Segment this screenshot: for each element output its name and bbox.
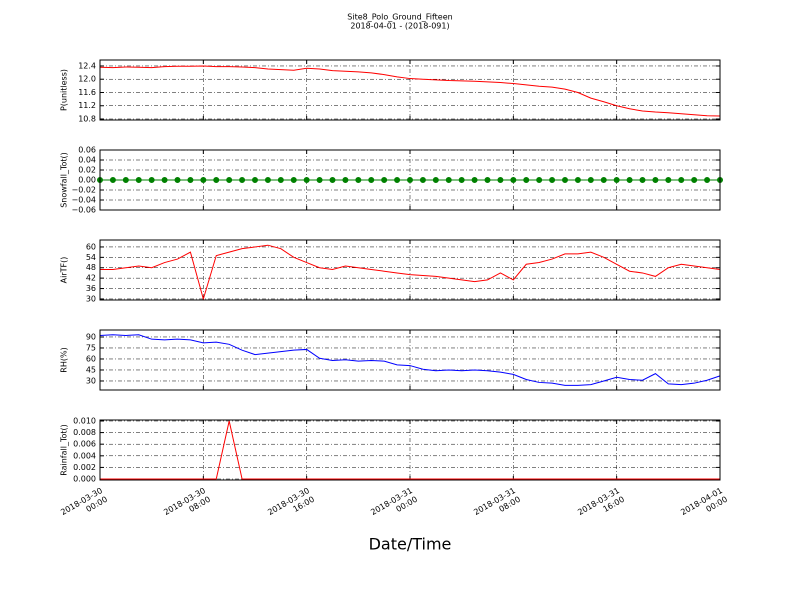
data-point — [652, 177, 659, 183]
y-tick-label: 30 — [86, 376, 96, 385]
data-point — [523, 177, 530, 183]
data-point — [536, 177, 543, 183]
y-tick-label: 75 — [86, 343, 96, 352]
y-tick-label: 60 — [86, 242, 96, 251]
y-tick-label: 0.04 — [78, 156, 96, 165]
y-axis-label: AirTF() — [60, 257, 69, 284]
data-point — [394, 177, 401, 183]
data-point — [148, 177, 155, 183]
data-point — [342, 177, 349, 183]
data-point — [600, 177, 607, 183]
data-point — [355, 177, 362, 183]
axes-frame — [99, 149, 721, 211]
chart-title: Site8_Polo_Ground_Fifteen — [347, 13, 452, 22]
data-point — [484, 177, 491, 183]
y-tick-label: 12.0 — [78, 75, 96, 84]
data-point — [639, 177, 646, 183]
y-axis-label: Rainfall_Tot() — [60, 424, 69, 476]
y-tick-label: 11.6 — [78, 88, 96, 97]
data-point — [187, 177, 194, 183]
y-tick-label: 60 — [86, 354, 96, 363]
data-point — [626, 177, 633, 183]
chart-subtitle: 2018-04-01 - (2018-091) — [350, 22, 449, 31]
y-axis-label: P(unitless) — [60, 69, 69, 111]
axes-frame — [99, 329, 721, 391]
y-tick-label: 54 — [86, 253, 96, 262]
data-point — [549, 177, 556, 183]
y-tick-label: 0.02 — [78, 166, 96, 175]
y-axis-label: Snowfall_Tot() — [60, 152, 69, 208]
x-axis-label: Date/Time — [369, 535, 452, 554]
data-point — [471, 177, 478, 183]
data-point — [613, 177, 620, 183]
data-point — [458, 177, 465, 183]
data-point — [303, 177, 310, 183]
data-point — [432, 177, 439, 183]
y-tick-label: 42 — [86, 274, 96, 283]
y-tick-label: 12.4 — [78, 61, 96, 70]
data-point — [200, 177, 207, 183]
y-tick-label: 36 — [86, 284, 96, 293]
data-point — [665, 177, 672, 183]
data-point — [226, 177, 233, 183]
y-tick-label: 48 — [86, 263, 96, 272]
y-tick-label: 0.004 — [73, 451, 96, 460]
data-line — [100, 420, 720, 480]
data-point — [135, 177, 142, 183]
data-point — [562, 177, 568, 183]
y-tick-label: 0.06 — [78, 146, 96, 155]
y-axis-label: RH(%) — [60, 347, 69, 372]
y-tick-label: 45 — [86, 365, 96, 374]
data-point — [161, 177, 168, 183]
data-point — [704, 177, 711, 183]
y-tick-label: −0.02 — [71, 186, 96, 195]
data-point — [290, 177, 297, 183]
y-tick-label: 0.006 — [73, 440, 96, 449]
data-point — [252, 177, 258, 183]
data-point — [587, 177, 594, 183]
data-point — [239, 177, 246, 183]
data-point — [574, 177, 581, 183]
data-point — [497, 177, 504, 183]
data-point — [174, 177, 181, 183]
y-tick-label: −0.06 — [71, 206, 96, 215]
data-point — [407, 177, 413, 183]
data-point — [316, 177, 323, 183]
y-tick-label: 30 — [86, 294, 96, 303]
y-tick-label: 0.00 — [78, 176, 96, 185]
data-line — [100, 244, 721, 301]
data-point — [277, 177, 284, 183]
data-point — [419, 177, 426, 183]
data-point — [381, 177, 388, 183]
y-tick-label: 0.008 — [73, 428, 96, 437]
y-tick-label: 0.010 — [73, 416, 96, 425]
y-tick-label: 10.8 — [78, 115, 96, 124]
data-point — [329, 177, 336, 183]
data-point — [122, 177, 129, 183]
data-point — [445, 177, 452, 183]
data-point — [213, 177, 220, 183]
y-tick-label: 0.000 — [73, 475, 96, 484]
y-tick-label: −0.04 — [71, 196, 96, 205]
axes-frame — [99, 59, 721, 121]
data-point — [264, 177, 271, 183]
data-point — [109, 177, 116, 183]
axes-frame — [99, 239, 721, 301]
data-point — [691, 177, 698, 183]
y-tick-label: 11.2 — [78, 101, 96, 110]
data-point — [368, 177, 375, 183]
axes-frame — [99, 419, 721, 481]
data-line — [99, 65, 721, 117]
data-point — [678, 177, 685, 183]
data-point — [510, 177, 517, 183]
y-tick-label: 0.002 — [73, 463, 96, 472]
y-tick-label: 90 — [86, 332, 96, 341]
data-line — [99, 334, 721, 386]
